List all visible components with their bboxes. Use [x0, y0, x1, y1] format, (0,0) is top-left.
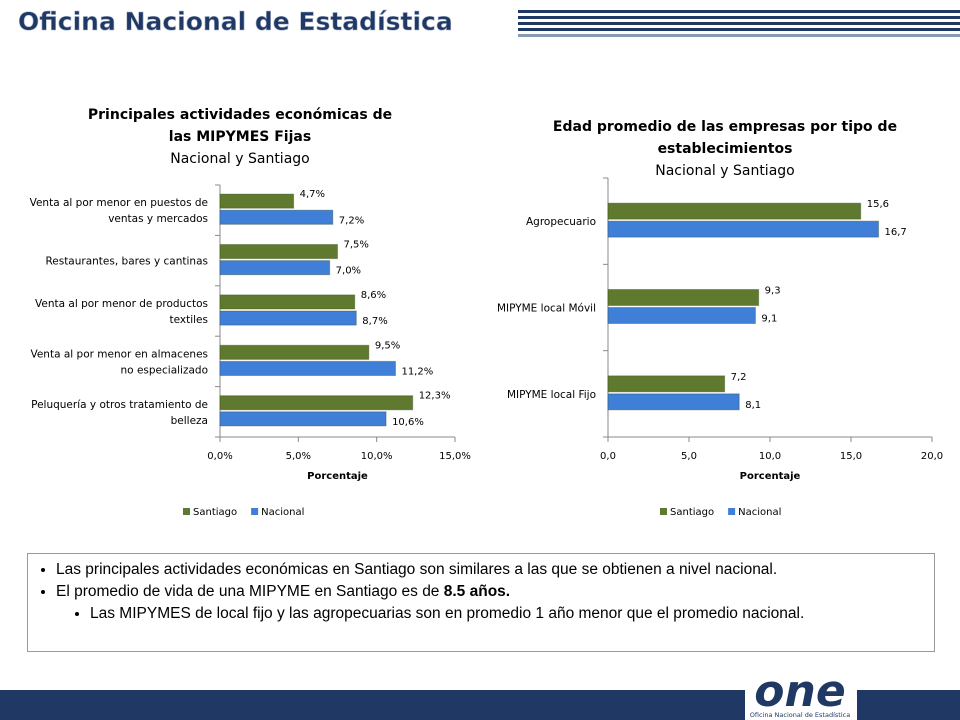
y-tick-label: Venta al por menor en almacenes no especi… — [30, 348, 208, 376]
y-tick-label: Venta al por menor de productos textiles — [35, 298, 208, 326]
data-label: 8,7% — [362, 316, 387, 327]
bar — [607, 307, 756, 324]
x-tick-label: 5,0 — [681, 451, 697, 462]
bullet-bold: 8.5 años. — [443, 583, 511, 600]
data-label: 16,7 — [885, 227, 907, 238]
bar — [607, 375, 726, 393]
chart-subtitle: Nacional y Santiago — [655, 163, 794, 179]
data-label: 7,2% — [339, 215, 364, 226]
x-tick-label: 0,0 — [600, 451, 616, 462]
data-label: 7,5% — [344, 240, 369, 251]
legend-swatch — [251, 508, 259, 515]
legend-label: Nacional — [261, 507, 304, 518]
data-label: 11,2% — [401, 366, 433, 377]
chart-title: Edad promedio de las empresas por tipo d… — [553, 119, 897, 157]
y-tick-label: MIPYME local Móvil — [497, 303, 596, 315]
data-label: 9,1 — [761, 314, 777, 325]
y-tick-label: Venta al por menor en puestos de ventas y… — [30, 197, 208, 225]
logo-mark: one — [754, 666, 845, 717]
logo-name: Oficina Nacional de Estadística — [750, 711, 850, 719]
bar — [607, 220, 880, 238]
bar — [219, 310, 357, 326]
x-axis-label: Porcentaje — [740, 471, 801, 482]
header-stripes — [518, 10, 960, 37]
bullet: Las principales actividades económicas e… — [56, 559, 922, 581]
data-label: 10,6% — [392, 417, 424, 428]
legend-swatch — [728, 508, 736, 515]
data-label: 15,6 — [867, 199, 889, 210]
bullet-box: Las principales actividades económicas e… — [27, 553, 935, 652]
bar — [219, 294, 356, 310]
data-label: 7,0% — [336, 266, 361, 277]
bar — [219, 360, 396, 377]
x-tick-label: 15,0 — [840, 451, 862, 462]
data-label: 8,6% — [361, 290, 386, 301]
data-label: 9,5% — [375, 340, 400, 351]
bar — [219, 243, 338, 260]
x-tick-label: 10,0 — [759, 451, 781, 462]
bullet-text: Las MIPYMES de local fijo y las agropecu… — [90, 605, 805, 622]
data-label: 9,3 — [765, 286, 781, 297]
x-tick-label: 5,0% — [286, 451, 311, 462]
bullet: El promedio de vida de una MIPYME en San… — [56, 581, 922, 603]
y-tick-label: MIPYME local Fijo — [507, 389, 596, 401]
bar — [607, 289, 760, 306]
chart-title: Principales actividades económicas de las… — [88, 107, 392, 145]
data-label: 12,3% — [419, 391, 451, 402]
bullet: Las MIPYMES de local fijo y las agropecu… — [90, 603, 922, 625]
bar — [219, 344, 370, 360]
logo-box — [745, 666, 857, 720]
legend-label: Nacional — [738, 507, 781, 518]
data-label: 4,7% — [300, 189, 325, 200]
bullet-text: El promedio de vida de una MIPYME en San… — [56, 583, 444, 600]
x-tick-label: 20,0 — [921, 451, 943, 462]
x-tick-label: 15,0% — [439, 451, 471, 462]
y-tick-label: Restaurantes, bares y cantinas — [45, 256, 208, 268]
bar — [219, 193, 295, 209]
bar — [219, 411, 387, 427]
y-tick-label: Peluquería y otros tratamiento de belleza — [31, 399, 208, 427]
data-label: 7,2 — [731, 372, 747, 383]
chart-subtitle: Nacional y Santiago — [170, 151, 309, 167]
bar — [219, 395, 414, 411]
bar — [219, 260, 331, 276]
legend-label: Santiago — [193, 507, 237, 518]
header-title: Oficina Nacional de Estadística — [18, 7, 453, 36]
legend-swatch — [183, 508, 190, 515]
legend-label: Santiago — [670, 507, 714, 518]
x-tick-label: 0,0% — [207, 451, 232, 462]
x-tick-label: 10,0% — [361, 451, 393, 462]
legend-swatch — [660, 508, 667, 515]
data-label: 8,1 — [745, 400, 761, 411]
bar — [607, 393, 740, 411]
bar — [607, 202, 862, 220]
bar — [219, 209, 334, 225]
bullet-text: Las principales actividades económicas e… — [56, 561, 778, 578]
x-axis-label: Porcentaje — [307, 471, 368, 482]
y-tick-label: Agropecuario — [526, 216, 596, 228]
